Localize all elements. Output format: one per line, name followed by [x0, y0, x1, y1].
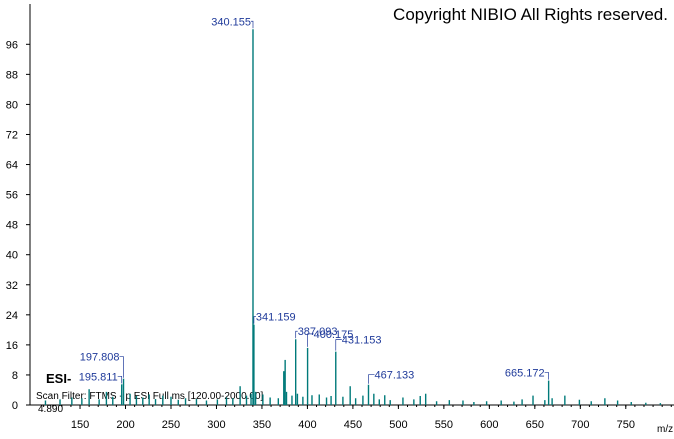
label-bracket [119, 356, 124, 378]
y-tick-label: 48 [6, 220, 18, 232]
y-tick-label: 56 [6, 190, 18, 202]
label-bracket [368, 374, 375, 384]
y-tick-label: 40 [6, 250, 18, 262]
peak-label: 195.811 [79, 371, 118, 383]
x-tick-label: 600 [480, 419, 498, 431]
x-tick-label: 700 [571, 419, 589, 431]
peak-label: 665.172 [505, 368, 545, 380]
x-tick-label: 400 [298, 419, 316, 431]
peak-label: 431.153 [342, 335, 382, 347]
peak-label: 341.159 [256, 312, 296, 324]
peak-label: 467.133 [374, 370, 414, 382]
peak-label: 340.155 [211, 16, 251, 28]
label-bracket [335, 339, 342, 351]
y-tick-label: 96 [6, 39, 18, 51]
label-bracket [307, 333, 314, 347]
x-axis-label: m/z [657, 424, 673, 434]
label-bracket [544, 372, 549, 380]
x-tick-label: 650 [526, 419, 544, 431]
y-tick-label: 8 [12, 370, 18, 382]
label-bracket [117, 375, 123, 384]
y-tick-label: 16 [6, 340, 18, 352]
x-tick-label: 450 [344, 419, 362, 431]
x-tick-label: 350 [253, 419, 271, 431]
x-tick-label: 200 [116, 419, 134, 431]
x-tick-label: 250 [162, 419, 180, 431]
chart-title: Copyright NIBIO All Rights reserved. [393, 5, 668, 24]
label-bracket [295, 330, 298, 339]
retention-time: 4.890 [38, 404, 63, 415]
peak-label: 400.175 [314, 329, 354, 341]
y-tick-label: 0 [12, 400, 18, 412]
peak-label: 197.808 [80, 352, 120, 364]
y-tick-label: 32 [6, 280, 18, 292]
x-tick-label: 500 [389, 419, 407, 431]
x-tick-label: 750 [617, 419, 635, 431]
x-tick-label: 550 [435, 419, 453, 431]
label-bracket [250, 20, 254, 29]
y-tick-label: 80 [6, 99, 18, 111]
x-tick-label: 300 [207, 419, 225, 431]
y-tick-label: 72 [6, 129, 18, 141]
label-bracket [253, 316, 256, 324]
x-tick-label: 150 [71, 419, 89, 431]
y-tick-label: 24 [6, 310, 18, 322]
y-tick-label: 88 [6, 69, 18, 81]
ionization: ESI- [46, 371, 71, 386]
y-tick-label: 64 [6, 160, 18, 172]
